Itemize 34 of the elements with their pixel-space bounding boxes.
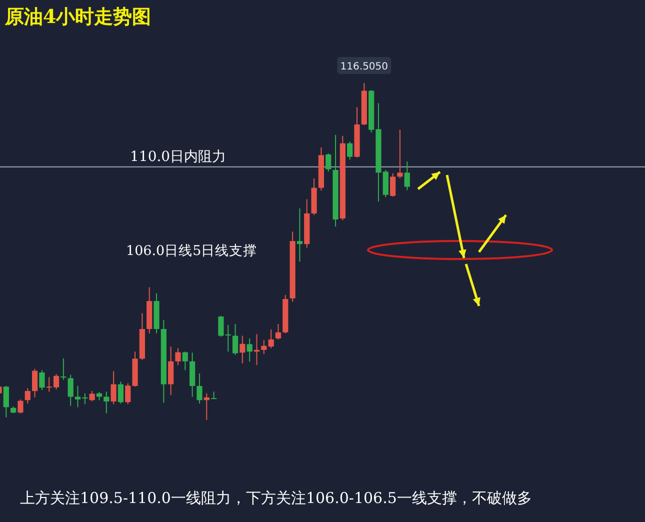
candlestick <box>347 141 353 160</box>
candlestick <box>60 358 66 380</box>
candlestick <box>32 368 38 398</box>
candlestick <box>24 388 30 404</box>
candlestick <box>175 348 181 366</box>
candlestick <box>211 391 217 400</box>
candlestick <box>3 385 9 418</box>
candlestick <box>110 370 116 405</box>
candlestick <box>261 340 267 354</box>
candlestick <box>118 381 124 404</box>
candlestick <box>232 323 238 356</box>
candlestick <box>168 346 174 396</box>
candlestick <box>275 323 282 340</box>
text: 上方关注109.5-110.0一线阻力，下方关注106.0-106.5一线支撑，不破做多 <box>20 489 532 507</box>
candlestick <box>326 152 332 172</box>
candlestick <box>404 161 410 191</box>
candlestick <box>89 390 95 402</box>
chart-title: 原油4小时走势图 <box>4 6 152 28</box>
annotation: 116.5050 <box>340 62 388 72</box>
candlestick <box>18 398 24 414</box>
candlestick <box>196 372 202 404</box>
candlestick <box>240 335 246 364</box>
ref-line-label: 110.0日内阻力 <box>130 148 226 165</box>
candlestick <box>104 391 110 414</box>
candlestick <box>39 370 45 391</box>
candlestick <box>268 328 274 349</box>
candlestick <box>296 208 303 262</box>
candlestick <box>390 172 396 198</box>
annotation: 106.0日线5日线支撑 <box>126 243 258 259</box>
candlestick <box>68 374 74 406</box>
candlestick <box>246 338 252 362</box>
candlestick <box>204 392 210 420</box>
candlestick <box>182 351 188 371</box>
candlestick <box>397 129 403 179</box>
